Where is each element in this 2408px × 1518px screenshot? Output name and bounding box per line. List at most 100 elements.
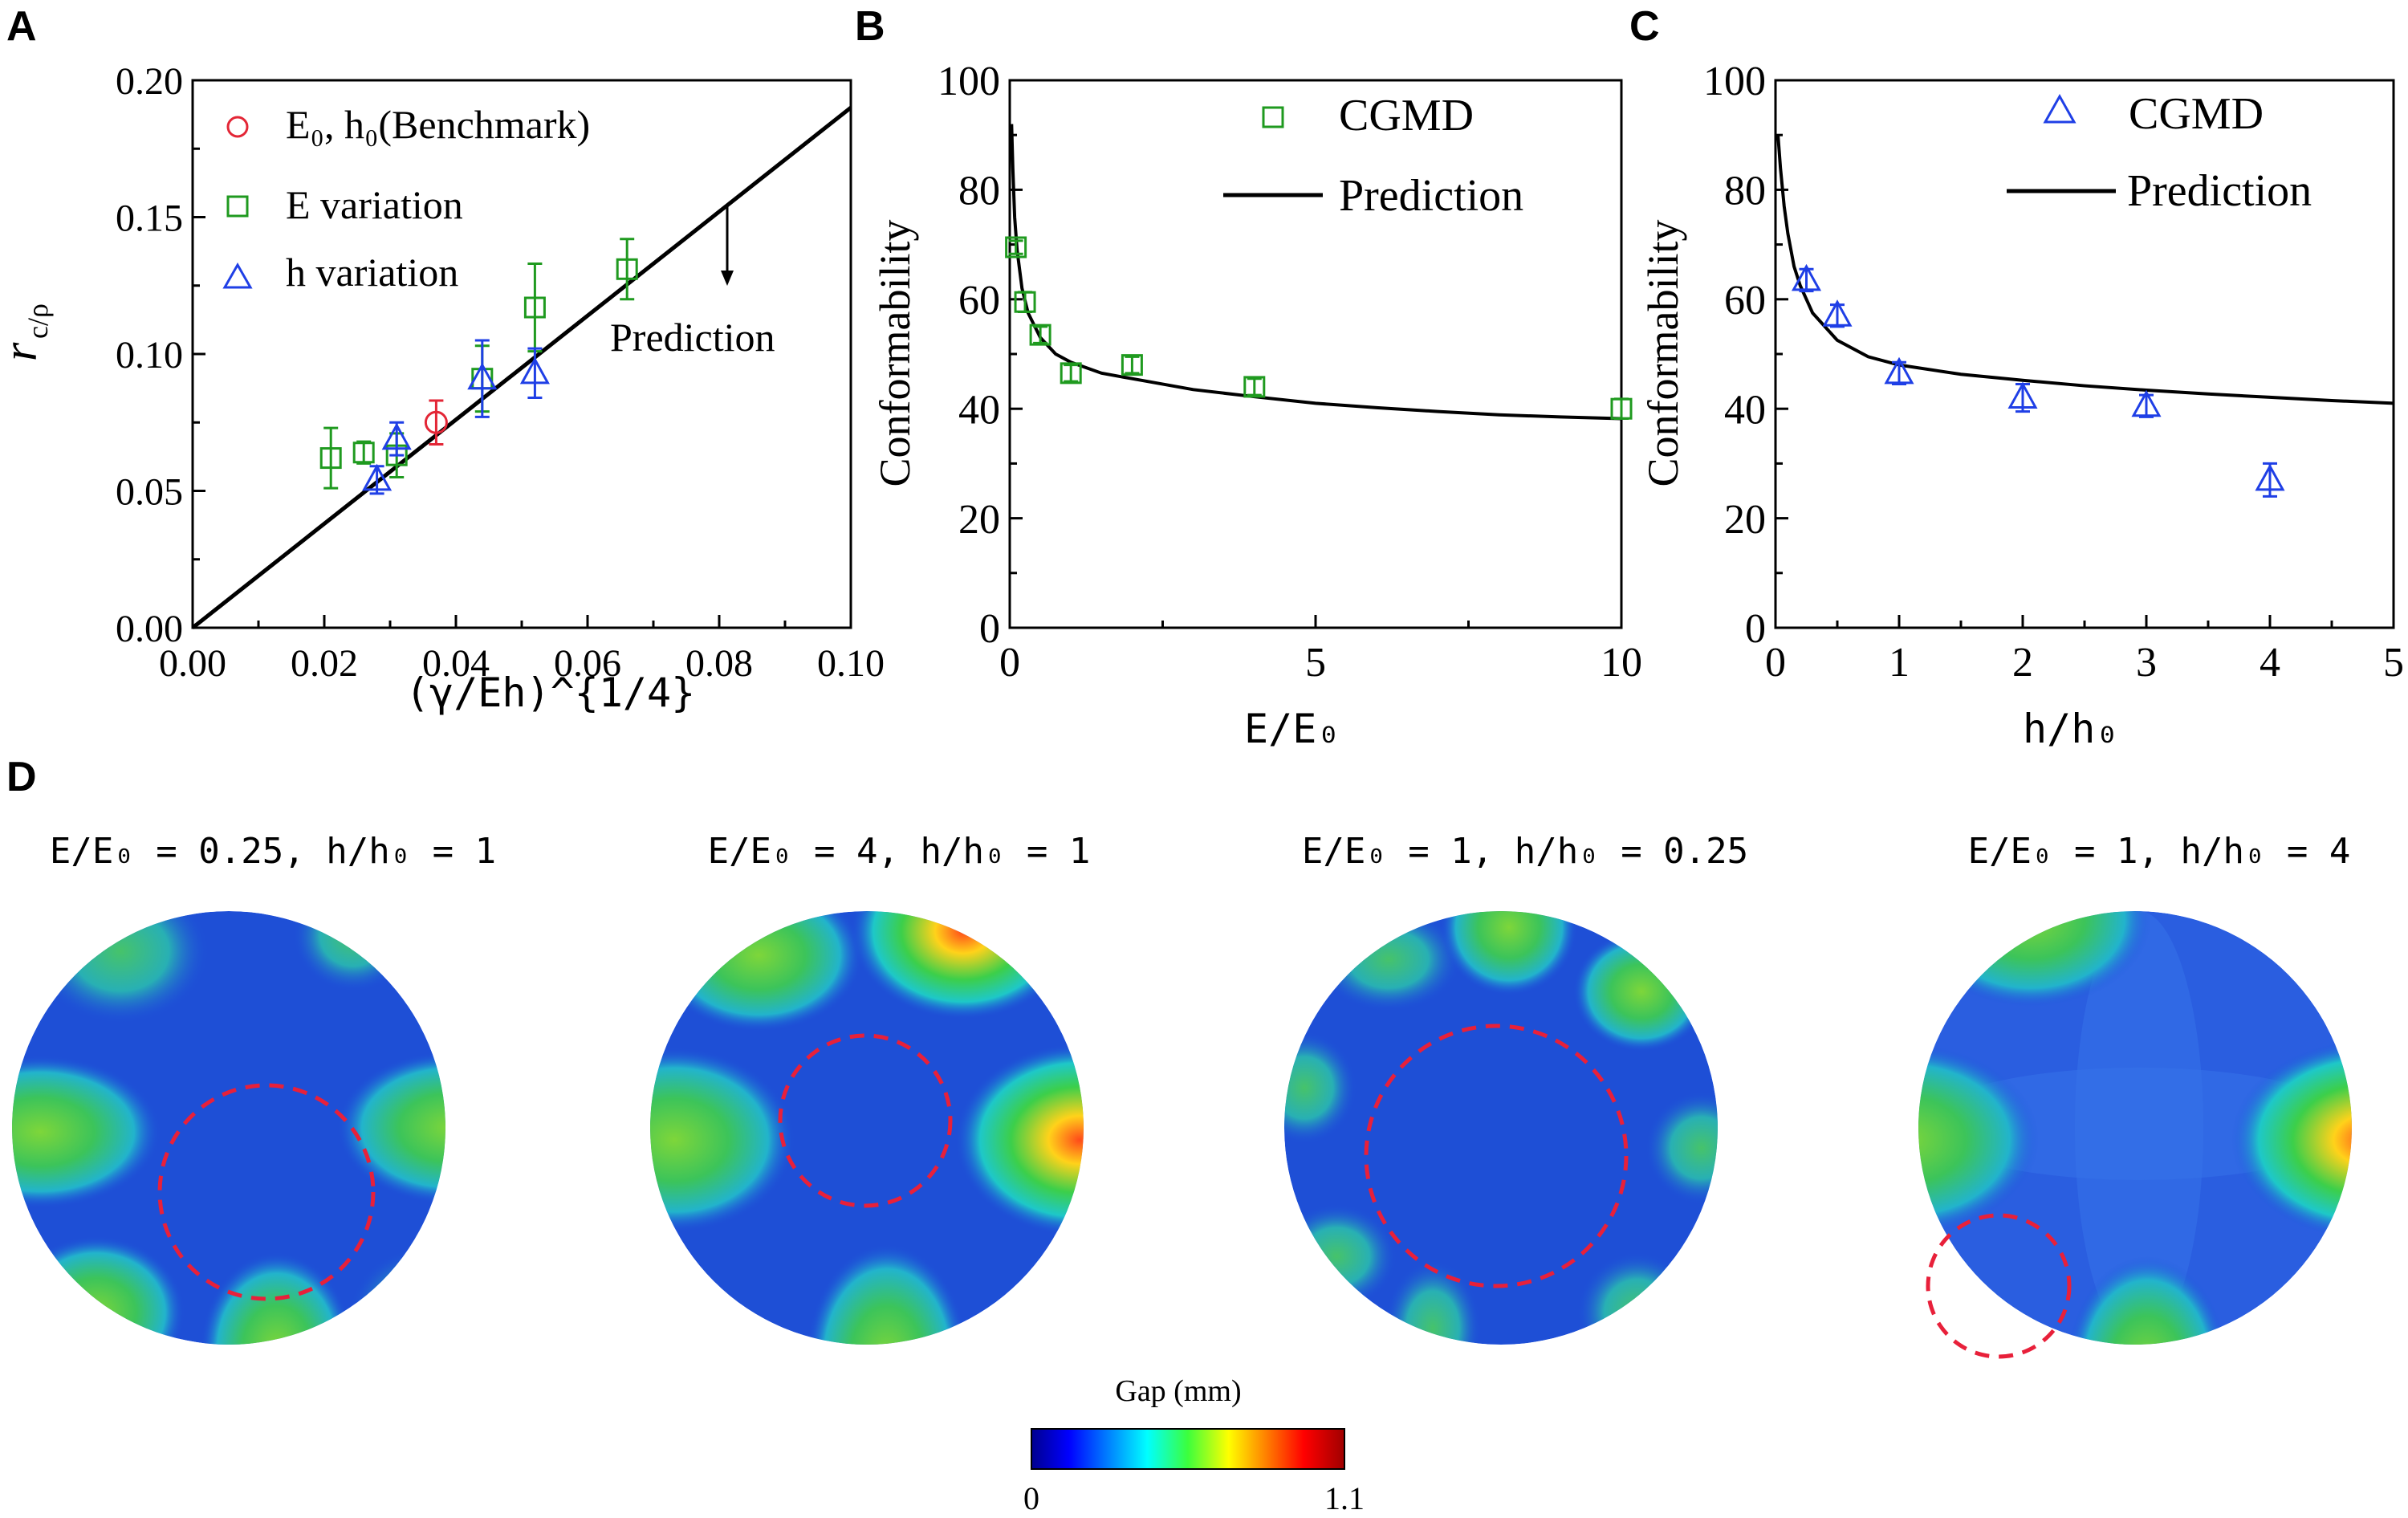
ticks-a: 0.00 0.02 0.04 0.06 0.08 0.10 0.00 0.05 0.10 0.15… bbox=[116, 60, 885, 685]
x-axis-label-a: (γ/Eh)^{1/4} bbox=[405, 669, 695, 716]
x-tick-label-c: 2 bbox=[2012, 640, 2033, 686]
y-tick-label-a: 0.10 bbox=[116, 334, 183, 376]
legend-label-benchmark: E₀, h₀(Benchmark) bbox=[286, 102, 590, 147]
gap-map-2-blob-upper-left bbox=[654, 911, 863, 1032]
data-point-b-square bbox=[1610, 397, 1633, 420]
colorbar-title: Gap (mm) bbox=[1115, 1374, 1241, 1408]
triangle-marker bbox=[1822, 299, 1853, 327]
data-point-b-square bbox=[1060, 362, 1082, 385]
y-tick-label-c: 60 bbox=[1724, 278, 1766, 324]
prediction-line-a bbox=[191, 106, 852, 629]
x-tick-label-a: 0.02 bbox=[291, 642, 358, 685]
square-marker bbox=[1029, 324, 1051, 346]
gap-map-1-blob-upper-left bbox=[32, 911, 209, 1024]
legend-label-cgmd-b: CGMD bbox=[1339, 91, 1474, 140]
ticks-c: 0 1 2 3 4 5 0 20 40 60 80 100 bbox=[1703, 59, 2404, 686]
colorbar-min-label: 0 bbox=[1023, 1480, 1039, 1516]
data-point-b-square bbox=[1243, 376, 1266, 398]
y-tick-label-b: 60 bbox=[958, 278, 1000, 324]
data-point-c-triangle bbox=[2007, 381, 2038, 413]
y-tick-label-b: 100 bbox=[938, 59, 1000, 104]
y-axis-label-c: Conformability bbox=[1639, 220, 1687, 487]
data-point-a-circle bbox=[424, 399, 448, 446]
gap-map-2-blob-left bbox=[650, 1048, 795, 1232]
data-point-a-triangle bbox=[362, 463, 393, 495]
gap-map-1-blob-lower-right bbox=[349, 1248, 445, 1345]
triangle-marker bbox=[2131, 389, 2162, 417]
data-point-c-triangle bbox=[2131, 389, 2162, 418]
x-tick-label-c: 5 bbox=[2383, 640, 2404, 686]
square-marker bbox=[1060, 362, 1082, 385]
map-title-1: E/E₀ = 0.25, h/h₀ = 1 bbox=[50, 831, 496, 872]
y-tick-label-c: 0 bbox=[1745, 606, 1766, 652]
contact-circle-3 bbox=[1364, 1024, 1629, 1288]
panel-c: C 0 1 2 3 4 5 0 20 40 60 80 100 CGMD Prediction h/h… bbox=[1629, 3, 2404, 752]
gap-map-2 bbox=[650, 911, 1084, 1345]
triangle-marker bbox=[519, 356, 550, 385]
data-point-a-square bbox=[352, 440, 375, 465]
data-point-a-triangle bbox=[519, 347, 550, 400]
triangle-marker bbox=[381, 422, 412, 450]
gap-map-3-blob-lower-left bbox=[1284, 1204, 1397, 1308]
data-point-a-square bbox=[523, 262, 546, 353]
y-tick-label-b: 40 bbox=[958, 387, 1000, 433]
triangle-marker bbox=[1884, 356, 1914, 385]
prediction-line-c bbox=[1776, 135, 2394, 405]
legend-marker-benchmark bbox=[226, 116, 249, 138]
y-tick-label-a: 0.20 bbox=[116, 60, 183, 103]
x-tick-label-b: 0 bbox=[999, 640, 1020, 686]
data-point-a-triangle bbox=[467, 339, 498, 418]
gap-map-3-blob-lower-right bbox=[1577, 1252, 1698, 1345]
data-point-b-square bbox=[1121, 354, 1143, 376]
triangle-marker bbox=[467, 362, 498, 390]
x-tick-label-c: 3 bbox=[2136, 640, 2157, 686]
panel-label-b: B bbox=[855, 3, 885, 50]
points-c bbox=[1791, 263, 2285, 498]
y-tick-label-c: 80 bbox=[1724, 169, 1766, 214]
square-marker bbox=[1121, 354, 1143, 376]
square-marker bbox=[352, 442, 375, 464]
y-tick-label-c: 40 bbox=[1724, 387, 1766, 433]
square-marker bbox=[1005, 236, 1027, 258]
panel-label-a: A bbox=[6, 3, 37, 50]
y-axis-label-sub-a: c/ρ bbox=[22, 303, 54, 339]
x-axis-label-b: E/E₀ bbox=[1244, 706, 1340, 752]
square-marker bbox=[1243, 376, 1266, 398]
gap-map-1-blob-right bbox=[337, 1052, 445, 1204]
gap-map-3-blob-upper-right bbox=[1573, 931, 1710, 1052]
contact-circle-4 bbox=[1926, 1213, 2072, 1359]
square-marker bbox=[523, 296, 546, 319]
points-b bbox=[1005, 236, 1633, 420]
y-tick-label-a: 0.15 bbox=[116, 197, 183, 239]
y-axis-label-a: r c/ρ bbox=[0, 303, 54, 361]
legend-marker-cgmd-b bbox=[1262, 106, 1284, 128]
y-tick-label-a: 0.00 bbox=[116, 608, 183, 650]
legend-marker-h-variation bbox=[222, 262, 253, 289]
data-point-b-square bbox=[1029, 324, 1051, 346]
x-tick-label-a: 0.00 bbox=[159, 642, 226, 685]
gap-map-3 bbox=[1284, 911, 1718, 1345]
gap-map-1-blob-bottom bbox=[201, 1252, 353, 1345]
map-title-4: E/E₀ = 1, h/h₀ = 4 bbox=[1968, 831, 2351, 872]
x-tick-label-a: 0.04 bbox=[422, 642, 490, 685]
square-marker bbox=[616, 258, 638, 280]
legend-marker-cgmd-c bbox=[2043, 93, 2076, 124]
y-tick-label-b: 0 bbox=[979, 606, 1000, 652]
gap-map-3-blob-right bbox=[1645, 1092, 1718, 1204]
gap-map-4-blob-right bbox=[2231, 1040, 2352, 1240]
x-tick-label-b: 5 bbox=[1305, 640, 1326, 686]
gap-map-1-blob-lower-left bbox=[12, 1236, 185, 1345]
legend-b: CGMD Prediction bbox=[1223, 91, 1523, 221]
gap-map-2-blob-bottom bbox=[807, 1244, 967, 1345]
contact-circle-2 bbox=[778, 1033, 953, 1208]
points-a bbox=[319, 238, 638, 495]
gap-map-4 bbox=[1918, 911, 2352, 1359]
x-tick-label-a: 0.08 bbox=[685, 642, 753, 685]
data-point-a-triangle bbox=[381, 421, 412, 457]
panel-a: A 0.00 0.02 0.04 0.06 0.08 0.100.000.050.100.… bbox=[0, 3, 885, 716]
gap-map-3-blob-top bbox=[1441, 911, 1577, 995]
gap-map-3-blob-bottom bbox=[1385, 1260, 1481, 1345]
contact-circle-1 bbox=[157, 1083, 376, 1301]
